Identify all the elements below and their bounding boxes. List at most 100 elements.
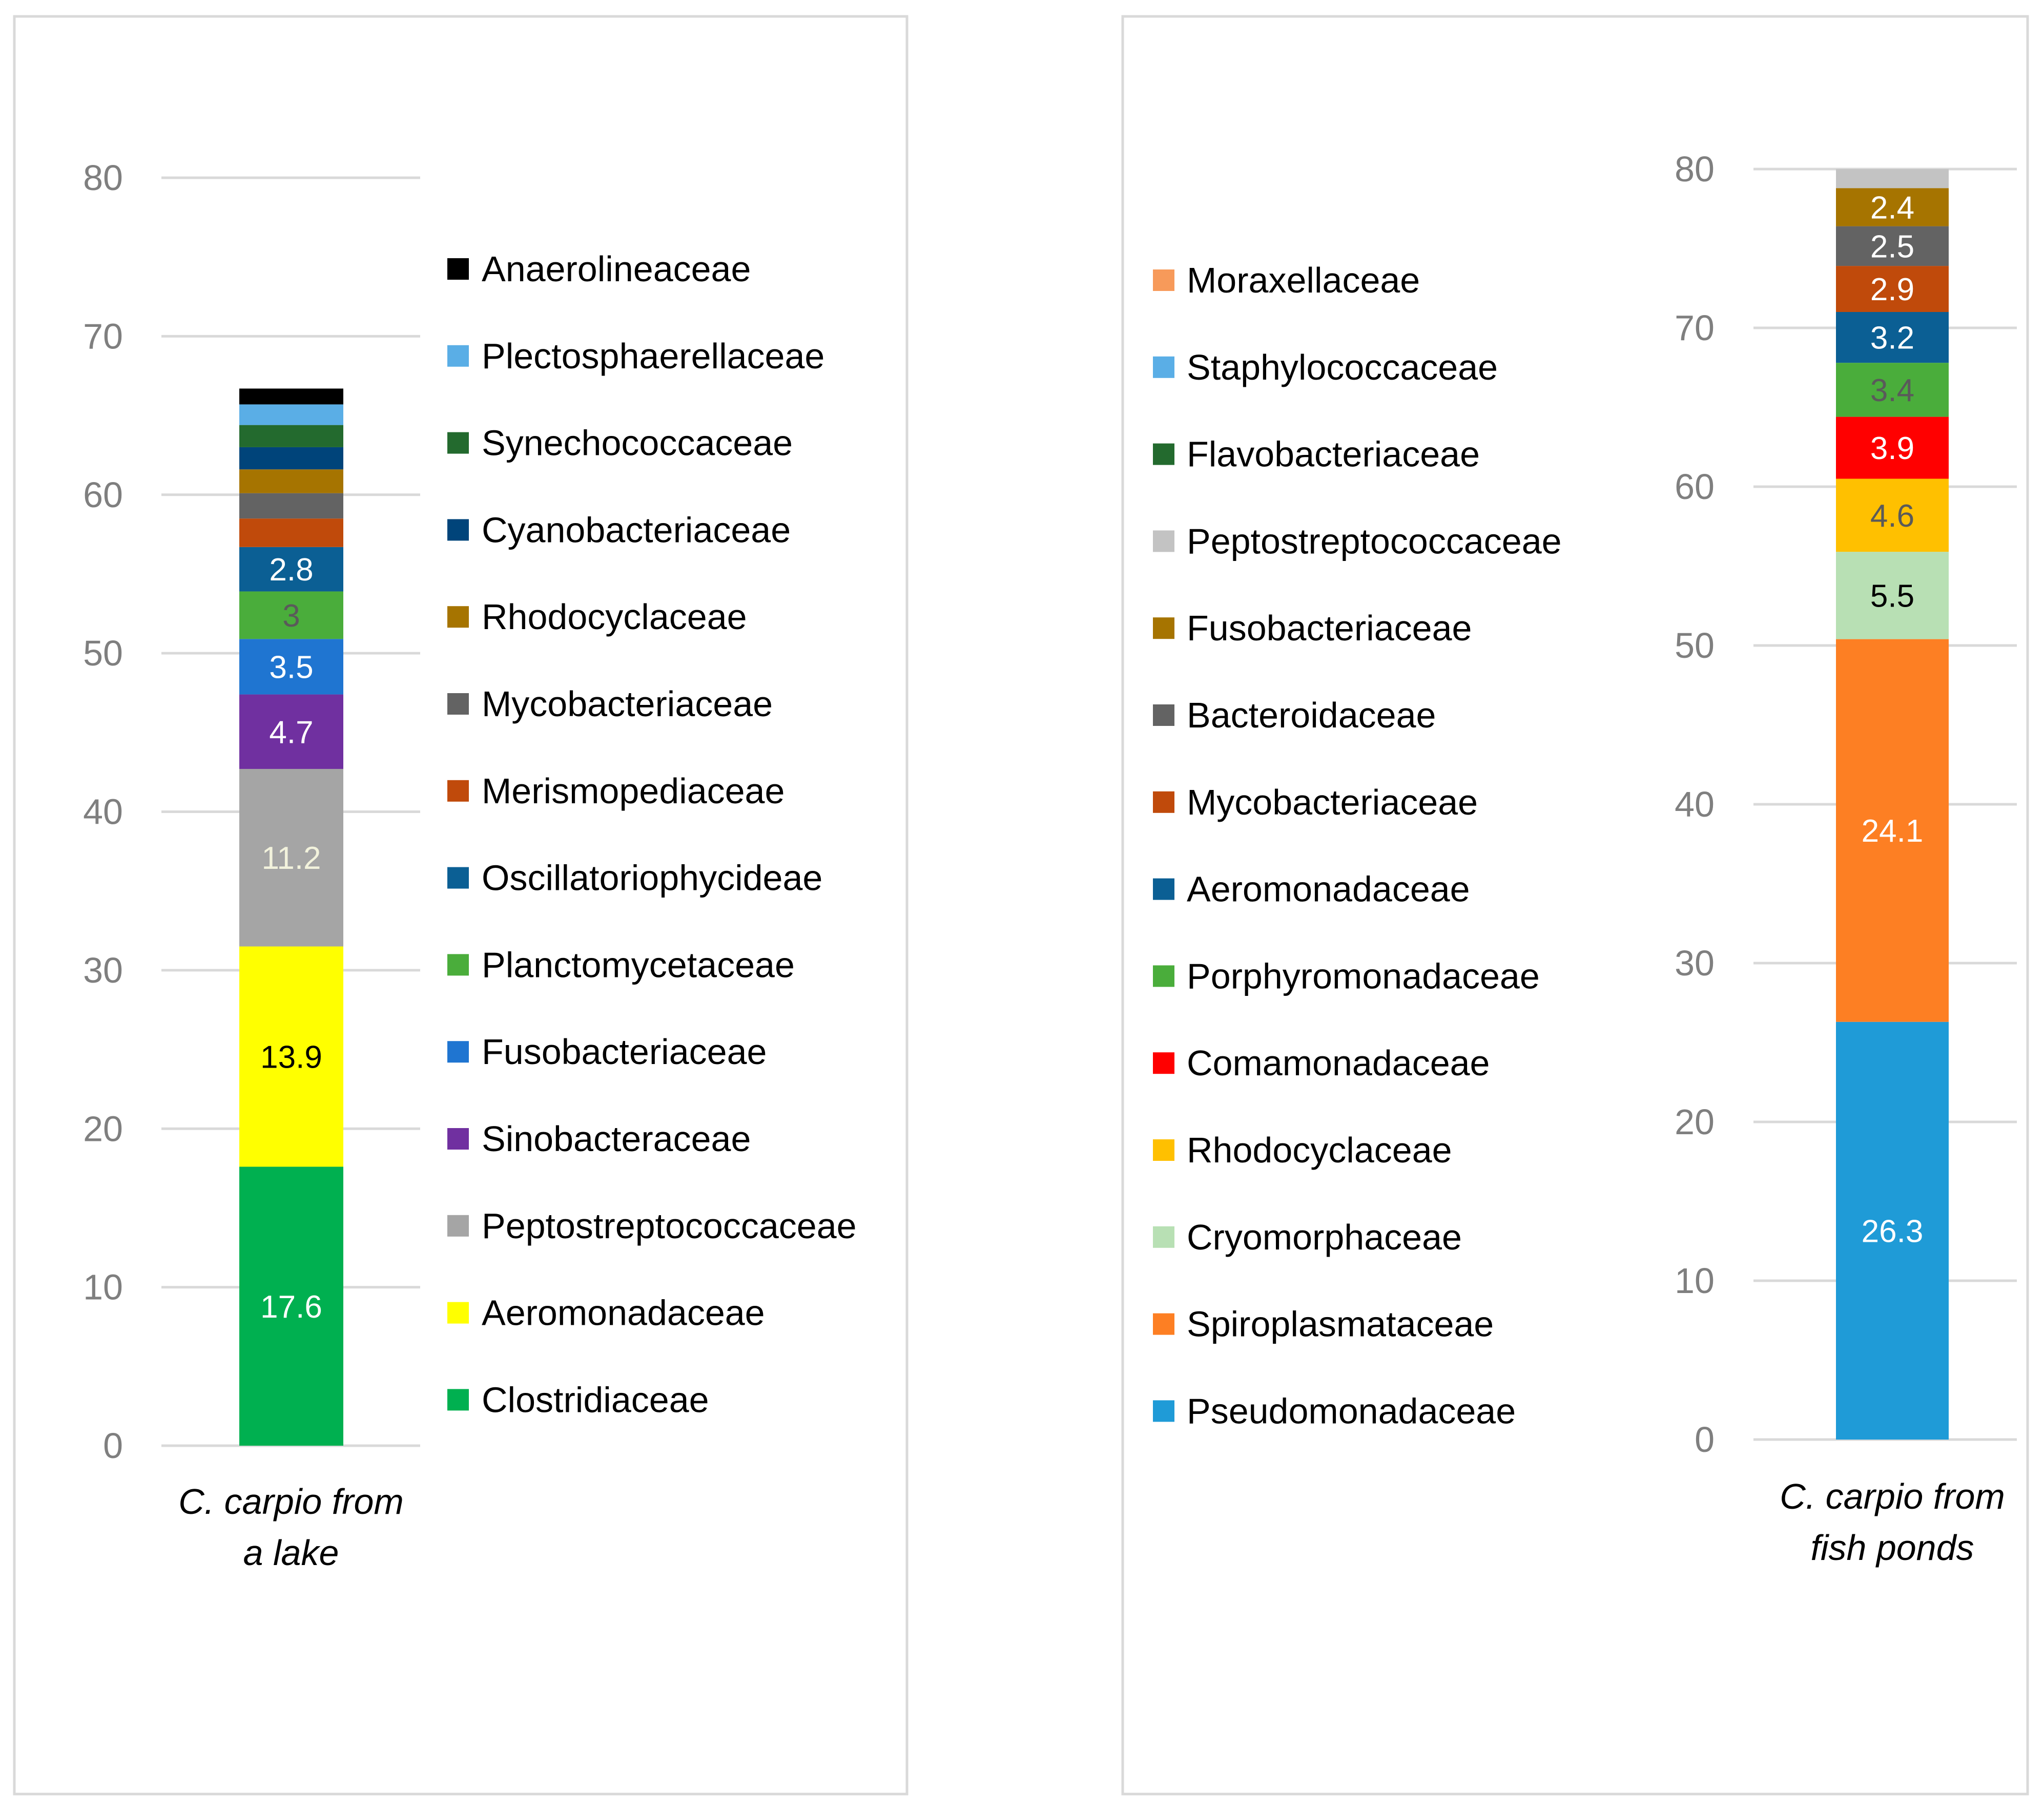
data-label-oscillatoriophycideae: 2.8 [269,552,313,588]
category-label-line-2: a lake [243,1533,339,1573]
y-tick-label-10: 10 [83,1267,123,1307]
data-label-sinobacteraceae: 4.7 [269,715,313,750]
legend-swatch-synechococcaceae [447,432,469,454]
y-tick-label-20: 20 [1675,1102,1715,1142]
legend-label-aeromonadaceae: Aeromonadaceae [1187,869,1470,909]
legend-swatch-rhodocyclaceae [447,606,469,628]
legend-swatch-pseudomonadaceae [1153,1400,1174,1422]
legend-label-clostridiaceae: Clostridiaceae [482,1380,709,1420]
legend-label-pseudomonadaceae: Pseudomonadaceae [1187,1391,1516,1431]
data-label-pseudomonadaceae: 26.3 [1862,1214,1924,1249]
legend-swatch-mycobacteriaceae [1153,791,1174,813]
y-tick-label-60: 60 [83,475,123,515]
legend-swatch-mycobacteriaceae [447,693,469,715]
data-label-cryomorphaceae: 5.5 [1870,578,1914,614]
data-label-planctomycetaceae: 3 [282,598,300,634]
legend-swatch-plectosphaerellaceae [447,345,469,367]
category-label-line-2: fish ponds [1810,1528,1974,1568]
legend-label-mycobacteriaceae: Mycobacteriaceae [1187,782,1478,822]
legend-swatch-fusobacteriaceae [447,1041,469,1063]
legend-swatch-bacteroidaceae [1153,704,1174,726]
legend-label-staphylococcaceae: Staphylococcaceae [1187,347,1498,387]
legend-label-merismopediaceae: Merismopediaceae [482,771,784,811]
legend-swatch-aeromonadaceae [447,1302,469,1324]
data-label-porphyromonadaceae: 3.4 [1870,373,1914,408]
y-tick-label-80: 80 [83,158,123,198]
y-tick-label-50: 50 [83,633,123,673]
data-label-fusobacteriaceae: 3.5 [269,650,313,685]
legend-swatch-rhodocyclaceae [1153,1139,1174,1161]
bar-segment-porphyromonadaceae [1836,363,1949,417]
legend-label-anaerolineaceae: Anaerolineaceae [482,249,751,289]
legend-label-plectosphaerellaceae: Plectosphaerellaceae [482,336,824,376]
legend-label-synechococcaceae: Synechococcaceae [482,423,793,463]
legend-swatch-staphylococcaceae [1153,356,1174,378]
category-label-line-1: C. carpio from [1780,1476,2005,1516]
bar-segment-mycobacteriaceae [239,493,343,519]
bar-segment-mycobacteriaceae [1836,266,1949,312]
legend-label-mycobacteriaceae: Mycobacteriaceae [482,684,773,724]
data-label-rhodocyclaceae: 4.6 [1870,498,1914,534]
data-label-spiroplasmataceae: 24.1 [1862,814,1924,849]
data-label-bacteroidaceae: 2.5 [1870,229,1914,264]
bar-segment-rhodocyclaceae [239,469,343,493]
bar-segment-merismopediaceae [239,518,343,547]
data-label-clostridiaceae: 17.6 [260,1289,322,1325]
y-tick-label-50: 50 [1675,626,1715,665]
y-tick-label-70: 70 [1675,308,1715,348]
y-tick-label-80: 80 [1675,149,1715,189]
legend-label-fusobacteriaceae: Fusobacteriaceae [482,1032,767,1072]
legend-label-rhodocyclaceae: Rhodocyclaceae [1187,1130,1452,1170]
bar-segment-rhodocyclaceae [1836,478,1949,552]
bar-segment-cryomorphaceae [1836,552,1949,639]
legend-label-flavobacteriaceae: Flavobacteriaceae [1187,434,1480,474]
legend-label-cyanobacteriaceae: Cyanobacteriaceae [482,510,791,550]
bar-segment-pseudomonadaceae [1836,1022,1949,1440]
category-label-line-1: C. carpio from [178,1482,404,1522]
y-tick-label-70: 70 [83,316,123,356]
legend-label-planctomycetaceae: Planctomycetaceae [482,945,795,985]
bar-segment-fusobacteriaceae [239,639,343,695]
legend-swatch-peptostreptococcaceae [1153,530,1174,552]
bar-segment-fusobacteriaceae [1836,188,1949,226]
y-tick-label-30: 30 [83,950,123,990]
data-label-peptostreptococcaceae: 11.2 [261,841,321,876]
bar-segment-anaerolineaceae [239,388,343,405]
legend-label-rhodocyclaceae: Rhodocyclaceae [482,597,747,637]
bar-segment-plectosphaerellaceae [239,404,343,425]
legend-swatch-flavobacteriaceae [1153,443,1174,465]
legend-label-moraxellaceae: Moraxellaceae [1187,260,1420,300]
bar-segment-cyanobacteriaceae [239,447,343,470]
y-tick-label-40: 40 [83,792,123,832]
legend-swatch-fusobacteriaceae [1153,617,1174,639]
bar-segment-aeromonadaceae [1836,312,1949,363]
legend-swatch-cryomorphaceae [1153,1226,1174,1248]
fish-ponds-chart: 0 10 20 30 40 50 60 70 80 26.3 24.1 5.5 4.6 3.9 3.4 3.2… [1153,149,2017,1568]
legend-swatch-cyanobacteriaceae [447,519,469,541]
data-label-aeromonadaceae: 13.9 [260,1039,322,1075]
legend-swatch-merismopediaceae [447,780,469,802]
legend-label-bacteroidaceae: Bacteroidaceae [1187,695,1436,735]
data-label-fusobacteriaceae: 2.4 [1870,190,1914,225]
data-label-aeromonadaceae: 3.2 [1870,321,1914,356]
y-tick-label-0: 0 [103,1426,123,1466]
legend-label-spiroplasmataceae: Spiroplasmataceae [1187,1304,1494,1344]
legend-swatch-sinobacteraceae [447,1128,469,1150]
bar-segment-sinobacteraceae [239,694,343,769]
bar-segment-comamonadaceae [1836,416,1949,479]
legend-swatch-aeromonadaceae [1153,878,1174,900]
legend-label-porphyromonadaceae: Porphyromonadaceae [1187,956,1540,996]
data-label-mycobacteriaceae: 2.9 [1870,272,1914,307]
legend-swatch-moraxellaceae [1153,269,1174,291]
legend-swatch-clostridiaceae [447,1389,469,1411]
legend-swatch-planctomycetaceae [447,954,469,976]
legend-swatch-peptostreptococcaceae [447,1215,469,1237]
lake-chart: 0 10 20 30 40 50 60 70 80 17.6 13.9 11.2 4.7 3.5 3 2.8 C… [83,158,856,1573]
bar-segment-peptostreptococcaceae [239,768,343,947]
bar-segment-planctomycetaceae [239,591,343,639]
legend-label-oscillatoriophycideae: Oscillatoriophycideae [482,858,822,898]
y-tick-label-40: 40 [1675,784,1715,824]
legend-label-fusobacteriaceae: Fusobacteriaceae [1187,608,1472,648]
legend-label-aeromonadaceae: Aeromonadaceae [482,1293,765,1333]
y-tick-label-20: 20 [83,1109,123,1149]
